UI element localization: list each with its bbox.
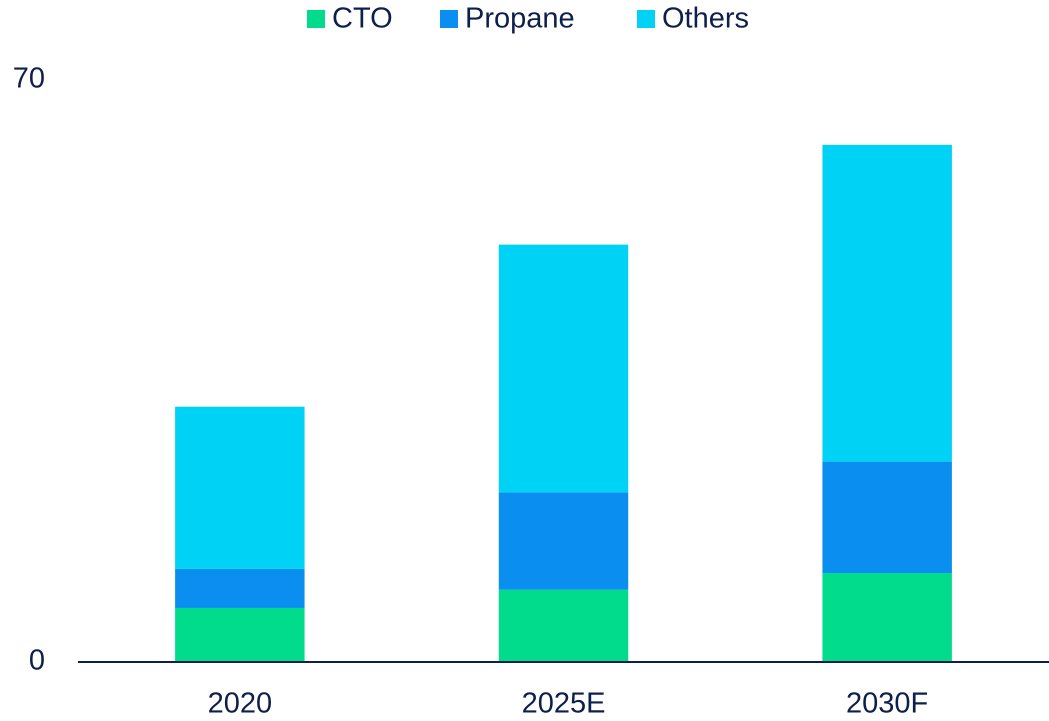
bar-segment bbox=[822, 144, 952, 462]
bar-segment bbox=[175, 568, 305, 608]
legend-label: CTO bbox=[332, 3, 393, 35]
y-tick-label: 0 bbox=[29, 645, 45, 677]
bar-segment bbox=[822, 461, 952, 574]
bar-segment bbox=[175, 406, 305, 569]
x-tick-label: 2020 bbox=[208, 688, 273, 720]
bar-segment bbox=[175, 607, 305, 662]
legend-label: Others bbox=[662, 3, 749, 35]
x-tick-label: 2025E bbox=[522, 688, 606, 720]
legend-swatch bbox=[440, 10, 458, 28]
legend-swatch bbox=[307, 10, 325, 28]
x-tick-label: 2030F bbox=[846, 688, 928, 720]
legend-swatch bbox=[637, 10, 655, 28]
y-tick-label: 70 bbox=[13, 63, 45, 95]
bar-segment bbox=[822, 573, 952, 662]
bar-segment bbox=[498, 589, 629, 662]
legend-label: Propane bbox=[465, 3, 575, 35]
bar-segment bbox=[498, 244, 629, 493]
bar-segment bbox=[498, 492, 629, 590]
